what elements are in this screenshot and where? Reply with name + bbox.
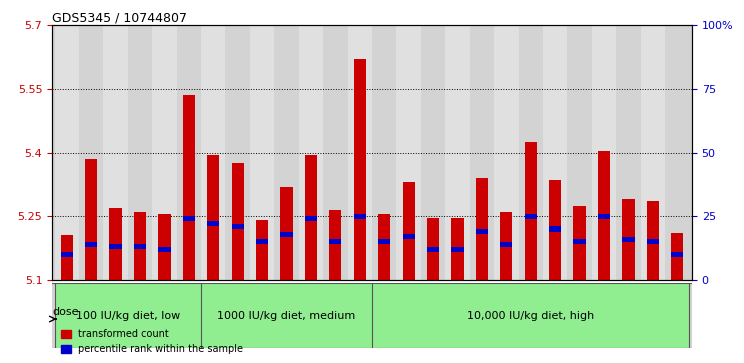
Bar [403, 234, 414, 239]
Bar [330, 210, 341, 280]
Bar [158, 247, 170, 252]
Bar [183, 95, 195, 280]
Bar [109, 244, 122, 249]
Bar [549, 227, 561, 232]
Bar [183, 216, 195, 221]
Bar [153, 25, 176, 280]
Text: 10,000 IU/kg diet, high: 10,000 IU/kg diet, high [467, 311, 594, 321]
Bar [231, 163, 244, 280]
Bar [201, 283, 372, 348]
Bar [207, 221, 219, 227]
Bar [158, 214, 170, 280]
Bar [427, 219, 439, 280]
Bar [353, 59, 366, 280]
Bar [231, 224, 244, 229]
Bar [60, 252, 73, 257]
Bar [299, 25, 323, 280]
Bar [372, 283, 690, 348]
Bar [476, 178, 488, 280]
Bar [525, 142, 537, 280]
Bar [378, 239, 391, 244]
Bar [250, 25, 275, 280]
Text: 100 IU/kg diet, low: 100 IU/kg diet, low [76, 311, 180, 321]
Bar [641, 25, 665, 280]
Bar [622, 237, 635, 242]
Bar [574, 206, 586, 280]
Legend: transformed count, percentile rank within the sample: transformed count, percentile rank withi… [57, 326, 247, 358]
Bar [598, 151, 610, 280]
Bar [201, 25, 225, 280]
Bar [397, 25, 421, 280]
Bar [256, 239, 268, 244]
Bar [476, 229, 488, 234]
Bar [280, 232, 292, 237]
Bar [134, 212, 146, 280]
Bar [109, 208, 122, 280]
Text: 1000 IU/kg diet, medium: 1000 IU/kg diet, medium [217, 311, 356, 321]
Bar [256, 220, 268, 280]
Bar [103, 25, 128, 280]
Bar [427, 247, 439, 252]
Text: GDS5345 / 10744807: GDS5345 / 10744807 [52, 11, 187, 24]
Bar [452, 247, 464, 252]
Bar [54, 283, 201, 348]
Bar [591, 25, 616, 280]
Bar [353, 214, 366, 219]
Bar [574, 239, 586, 244]
Bar [647, 239, 659, 244]
Bar [85, 242, 97, 247]
Bar [452, 219, 464, 280]
Bar [494, 25, 519, 280]
Bar [54, 25, 79, 280]
Bar [134, 244, 146, 249]
Bar [671, 233, 684, 280]
Bar [671, 252, 684, 257]
Bar [85, 159, 97, 280]
Bar [622, 199, 635, 280]
Bar [207, 155, 219, 280]
Bar [500, 242, 513, 247]
Bar [445, 25, 469, 280]
Bar [598, 214, 610, 219]
Bar [500, 212, 513, 280]
Bar [543, 25, 568, 280]
Bar [60, 235, 73, 280]
Bar [647, 201, 659, 280]
Bar [403, 182, 414, 280]
Bar [347, 25, 372, 280]
Bar [280, 187, 292, 280]
Bar [525, 214, 537, 219]
Text: dose: dose [53, 307, 79, 318]
Bar [305, 216, 317, 221]
Bar [549, 180, 561, 280]
Bar [305, 155, 317, 280]
Bar [330, 239, 341, 244]
Bar [378, 214, 391, 280]
